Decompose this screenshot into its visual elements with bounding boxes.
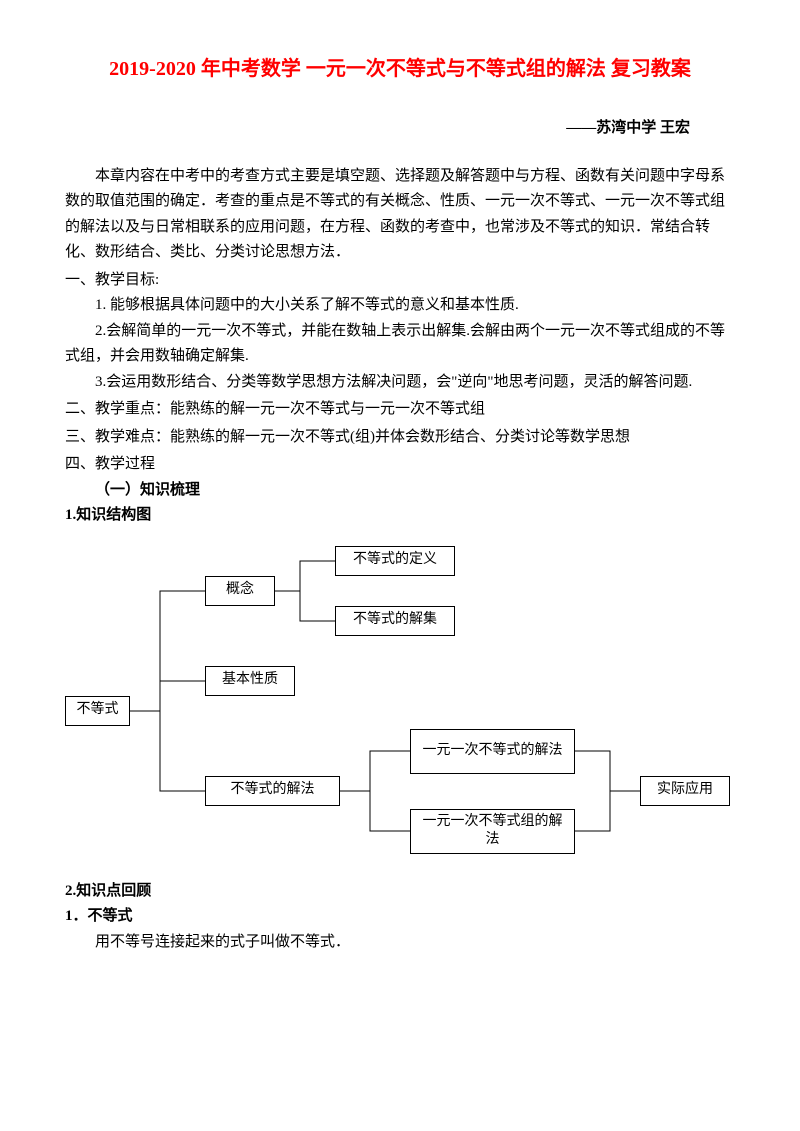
author-line: ——苏湾中学 王宏 (65, 116, 735, 142)
r1-text: 用不等号连接起来的式子叫做不等式． (65, 930, 735, 956)
goal-3: 3.会运用数形结合、分类等数学思想方法解决问题，会"逆向"地思考问题，灵活的解答… (65, 370, 735, 396)
goal-2: 2.会解简单的一元一次不等式，并能在数轴上表示出解集.会解由两个一元一次不等式组… (65, 319, 735, 370)
node-concept: 概念 (205, 576, 275, 606)
difficulty-line: 三、教学难点：能熟练的解一元一次不等式(组)并体会数形结合、分类讨论等数学思想 (65, 425, 735, 451)
node-solve: 不等式的解法 (205, 776, 340, 806)
node-def: 不等式的定义 (335, 546, 455, 576)
intro-paragraph: 本章内容在中考中的考查方式主要是填空题、选择题及解答题中与方程、函数有关问题中字… (65, 164, 735, 266)
part1-heading: （一）知识梳理 (65, 478, 735, 504)
process-line: 四、教学过程 (65, 452, 735, 478)
node-group: 一元一次不等式组的解法 (410, 809, 575, 854)
review-heading: 2.知识点回顾 (65, 879, 735, 905)
page-title: 2019-2020 年中考数学 一元一次不等式与不等式组的解法 复习教案 (65, 50, 735, 88)
node-single: 一元一次不等式的解法 (410, 729, 575, 774)
node-app: 实际应用 (640, 776, 730, 806)
goal-heading: 一、教学目标: (65, 268, 735, 294)
r1-heading: 1．不等式 (65, 904, 735, 930)
node-basic: 基本性质 (205, 666, 295, 696)
focus-line: 二、教学重点：能熟练的解一元一次不等式与一元一次不等式组 (65, 397, 735, 423)
goal-1: 1. 能够根据具体问题中的大小关系了解不等式的意义和基本性质. (65, 293, 735, 319)
node-solset: 不等式的解集 (335, 606, 455, 636)
connector-lines (65, 541, 735, 871)
node-root: 不等式 (65, 696, 130, 726)
knowledge-structure-diagram: 不等式 概念 不等式的定义 不等式的解集 基本性质 不等式的解法 一元一次不等式… (65, 541, 735, 871)
struct-heading: 1.知识结构图 (65, 503, 735, 529)
